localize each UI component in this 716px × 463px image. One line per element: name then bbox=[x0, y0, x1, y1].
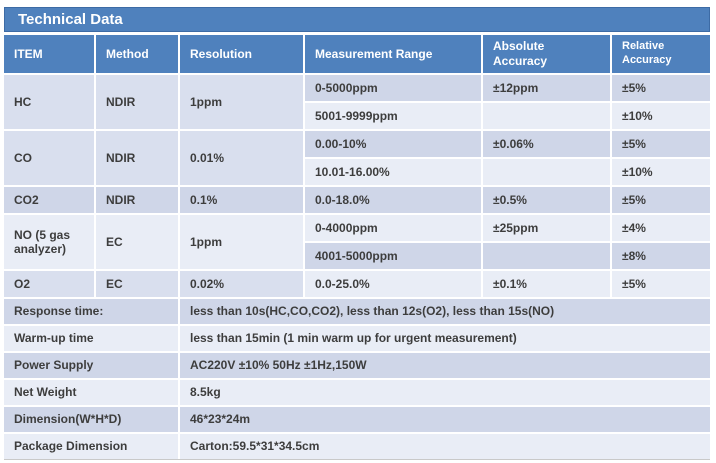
o2-resolution-cell: 0.02% bbox=[180, 271, 303, 297]
no-relative-1-cell: ±4% bbox=[612, 215, 710, 241]
general-specs-table: Response time: less than 10s(HC,CO,CO2),… bbox=[4, 299, 710, 460]
technical-data-table: ITEM Method Resolution Measurement Range… bbox=[4, 35, 710, 297]
header-method: Method bbox=[96, 35, 178, 73]
co-item-cell: CO bbox=[4, 131, 94, 185]
co-relative-2-cell: ±10% bbox=[612, 159, 710, 185]
hc-relative-1-cell: ±5% bbox=[612, 75, 710, 101]
o2-relative-cell: ±5% bbox=[612, 271, 710, 297]
co2-method-cell: NDIR bbox=[96, 187, 178, 213]
spec-label-net-weight: Net Weight bbox=[4, 380, 178, 405]
co-relative-1-cell: ±5% bbox=[612, 131, 710, 157]
hc-relative-2-cell: ±10% bbox=[612, 103, 710, 129]
header-relative-accuracy: Relative Accuracy bbox=[612, 35, 710, 73]
no-range-1-cell: 0-4000ppm bbox=[305, 215, 481, 241]
spec-value-net-weight: 8.5kg bbox=[180, 380, 710, 405]
header-resolution: Resolution bbox=[180, 35, 303, 73]
no-absolute-1-cell: ±25ppm bbox=[483, 215, 610, 241]
spec-label-dimension: Dimension(W*H*D) bbox=[4, 407, 178, 432]
no-relative-2-cell: ±8% bbox=[612, 243, 710, 269]
header-measurement-range: Measurement Range bbox=[305, 35, 481, 73]
co-range-2-cell: 10.01-16.00% bbox=[305, 159, 481, 185]
co2-resolution-cell: 0.1% bbox=[180, 187, 303, 213]
co-absolute-2-cell bbox=[483, 159, 610, 185]
spec-value-dimension: 46*23*24m bbox=[180, 407, 710, 432]
spec-value-package-dimension: Carton:59.5*31*34.5cm bbox=[180, 434, 710, 459]
no-method-cell: EC bbox=[96, 215, 178, 269]
page-title: Technical Data bbox=[18, 11, 123, 28]
o2-absolute-cell: ±0.1% bbox=[483, 271, 610, 297]
co2-relative-cell: ±5% bbox=[612, 187, 710, 213]
hc-range-1-cell: 0-5000ppm bbox=[305, 75, 481, 101]
header-item: ITEM bbox=[4, 35, 94, 73]
o2-item-cell: O2 bbox=[4, 271, 94, 297]
co2-item-cell: CO2 bbox=[4, 187, 94, 213]
no-range-2-cell: 4001-5000ppm bbox=[305, 243, 481, 269]
co-range-1-cell: 0.00-10% bbox=[305, 131, 481, 157]
header-absolute-accuracy: Absolute Accuracy bbox=[483, 35, 610, 73]
co-absolute-1-cell: ±0.06% bbox=[483, 131, 610, 157]
hc-absolute-1-cell: ±12ppm bbox=[483, 75, 610, 101]
table-title-bar: Technical Data bbox=[4, 7, 710, 32]
o2-method-cell: EC bbox=[96, 271, 178, 297]
co2-absolute-cell: ±0.5% bbox=[483, 187, 610, 213]
hc-range-2-cell: 5001-9999ppm bbox=[305, 103, 481, 129]
no-absolute-2-cell bbox=[483, 243, 610, 269]
hc-item-cell: HC bbox=[4, 75, 94, 129]
co-resolution-cell: 0.01% bbox=[180, 131, 303, 185]
co-method-cell: NDIR bbox=[96, 131, 178, 185]
co2-range-cell: 0.0-18.0% bbox=[305, 187, 481, 213]
spec-label-response-time: Response time: bbox=[4, 299, 178, 324]
spec-label-warm-up-time: Warm-up time bbox=[4, 326, 178, 351]
o2-range-cell: 0.0-25.0% bbox=[305, 271, 481, 297]
spec-value-warm-up-time: less than 15min (1 min warm up for urgen… bbox=[180, 326, 710, 351]
spec-value-power-supply: AC220V ±10% 50Hz ±1Hz,150W bbox=[180, 353, 710, 378]
spec-label-package-dimension: Package Dimension bbox=[4, 434, 178, 459]
hc-absolute-2-cell bbox=[483, 103, 610, 129]
hc-method-cell: NDIR bbox=[96, 75, 178, 129]
no-resolution-cell: 1ppm bbox=[180, 215, 303, 269]
no-item-cell: NO (5 gas analyzer) bbox=[4, 215, 94, 269]
hc-resolution-cell: 1ppm bbox=[180, 75, 303, 129]
spec-label-power-supply: Power Supply bbox=[4, 353, 178, 378]
spec-value-response-time: less than 10s(HC,CO,CO2), less than 12s(… bbox=[180, 299, 710, 324]
